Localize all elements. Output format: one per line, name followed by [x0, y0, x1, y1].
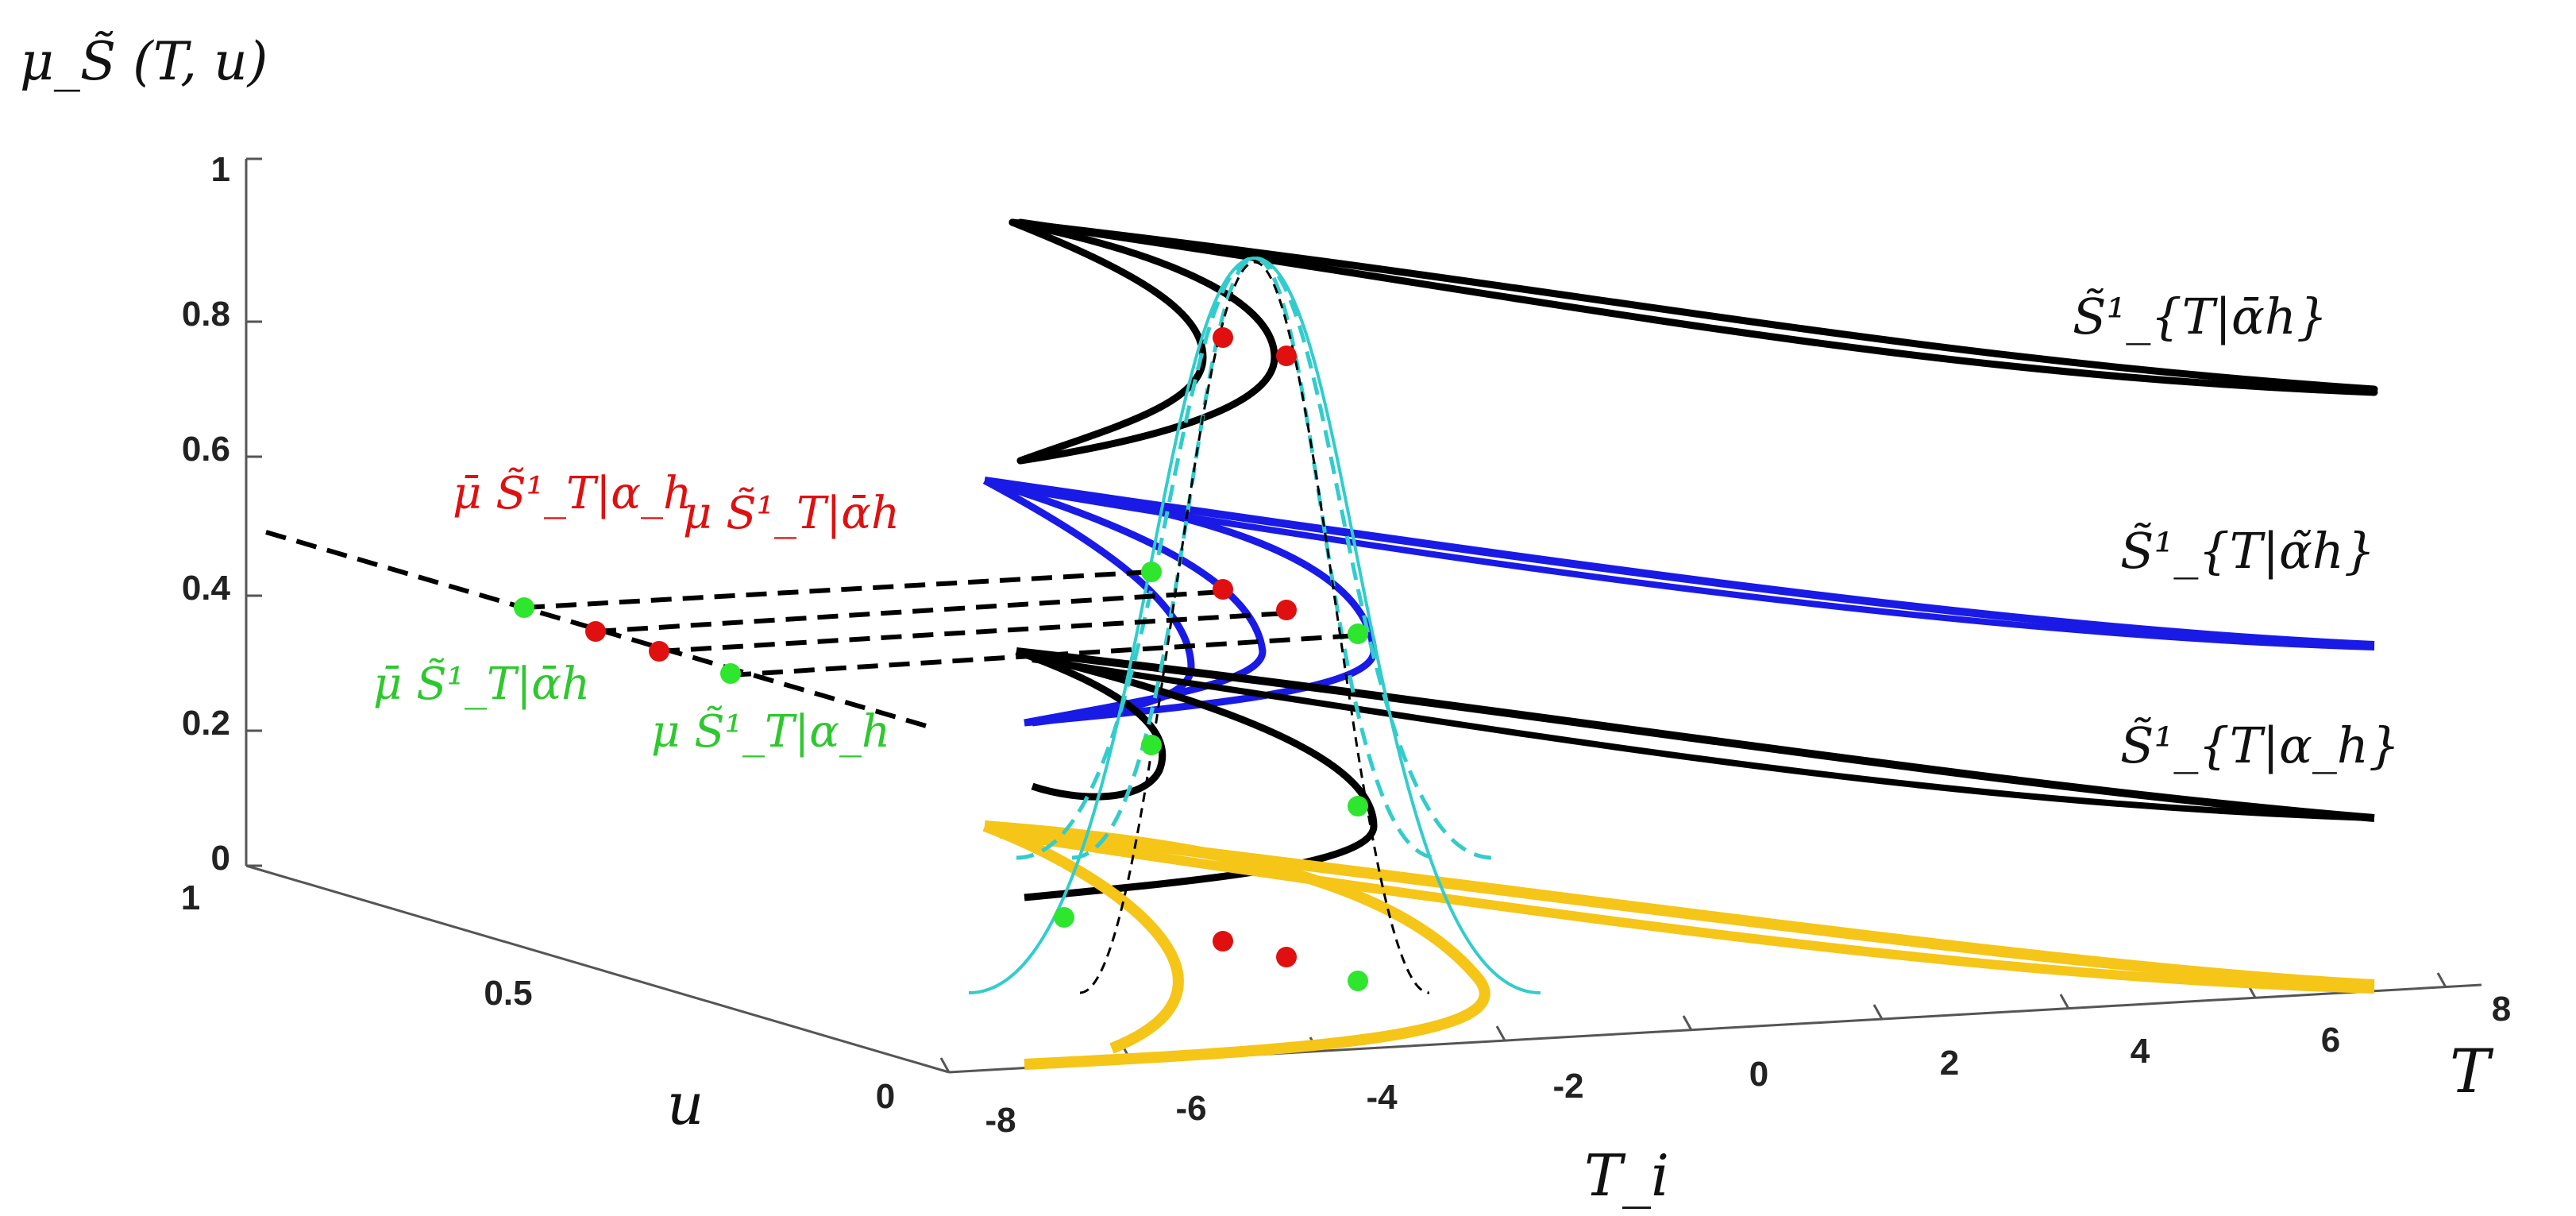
z-tick-label: 0.6: [182, 430, 230, 469]
z-tick-label: 0.4: [182, 569, 231, 608]
series-label: S̃¹_{T|α_h}: [2120, 716, 2400, 774]
series-tail: [1016, 647, 2375, 822]
data-point: [1213, 931, 1233, 952]
z-axis-label: μ_S̃ (T, u): [20, 31, 268, 92]
mu-annotation: μ S̃¹_T|α_h: [651, 705, 890, 758]
data-point: [649, 641, 669, 662]
series-curve: [1008, 218, 1278, 465]
t-tick-mark: [1495, 1025, 1506, 1041]
cyan-dashed-bell: [1071, 256, 1438, 860]
data-point: [720, 663, 741, 684]
t-tick-label: 6: [2321, 1021, 2340, 1060]
cyan-bell: [968, 256, 1541, 994]
data-point: [1213, 579, 1233, 600]
t-tick-mark: [2436, 972, 2447, 988]
data-point: [1348, 796, 1368, 816]
u-axis-line: [245, 864, 950, 1074]
z-tick-label: 0.8: [182, 295, 230, 334]
u-tick-label: 1: [181, 878, 200, 917]
data-point: [1276, 947, 1297, 967]
projection-line: [730, 633, 1359, 677]
z-tick-label: 0.2: [182, 704, 230, 743]
series-curve: [1015, 647, 1378, 901]
t-tick-label: -4: [1366, 1078, 1398, 1117]
data-point: [1276, 345, 1297, 366]
projection-line: [658, 611, 1287, 654]
mu-annotation: μ̄ S̃¹_T|α_h: [453, 467, 692, 519]
t-tick-mark: [1682, 1015, 1693, 1031]
u-tick-label: 0.5: [484, 974, 532, 1013]
t-tick-label: -8: [985, 1101, 1016, 1140]
t-tick-label: -6: [1175, 1089, 1206, 1128]
mu-annotation: μ̄ S̃¹_T|ᾱh: [373, 658, 590, 710]
series-curve: [1015, 647, 1167, 801]
t-tick-label: 4: [2131, 1032, 2150, 1071]
z-tick-label: 0: [211, 839, 230, 878]
t-tick-label: 8: [2492, 990, 2511, 1029]
series-tail: [1000, 483, 2375, 650]
data-point: [1348, 623, 1368, 644]
black-dashed-bell: [1079, 261, 1430, 994]
data-point: [1348, 971, 1368, 991]
projection-line: [265, 530, 930, 729]
t-tick-mark: [1872, 1004, 1884, 1020]
projection-line: [523, 569, 1152, 610]
series-label: S̃¹_{T|α̃h}: [2120, 522, 2375, 580]
mu-annotation: μ S̃¹_T|ᾱh: [683, 487, 900, 539]
data-point: [1213, 327, 1233, 348]
z-tick-label: 1: [211, 150, 230, 189]
data-point: [1141, 562, 1162, 582]
projection-line: [595, 589, 1224, 634]
series-tail: [984, 477, 2375, 649]
t-tick-label: 0: [1749, 1055, 1768, 1094]
series-curve: [982, 820, 1184, 1054]
data-point: [514, 597, 534, 618]
cyan-dashed-bell: [1016, 256, 1494, 860]
u-tick-label: 0: [876, 1077, 895, 1116]
t-tick-label: 2: [1940, 1044, 1959, 1083]
t-tick-mark: [939, 1057, 951, 1073]
ti-axis-label: T_i: [1584, 1142, 1669, 1209]
series-tail: [1000, 829, 2375, 994]
t-tick-label: -2: [1552, 1067, 1583, 1106]
series-tail: [1008, 218, 2378, 393]
data-point: [1141, 735, 1162, 755]
series-tail: [1032, 656, 2375, 821]
series-label: S̃¹_{T|ᾱh}: [2073, 288, 2327, 345]
series-tail: [984, 820, 2375, 990]
u-axis-label: u: [667, 1071, 704, 1137]
data-point: [585, 621, 606, 642]
data-point: [1054, 907, 1074, 928]
series-curve: [1008, 218, 1207, 465]
curves: [265, 218, 2378, 1070]
t-tick-mark: [2059, 994, 2070, 1009]
t-axis-label: T: [2450, 1036, 2494, 1106]
data-point: [1276, 600, 1297, 620]
